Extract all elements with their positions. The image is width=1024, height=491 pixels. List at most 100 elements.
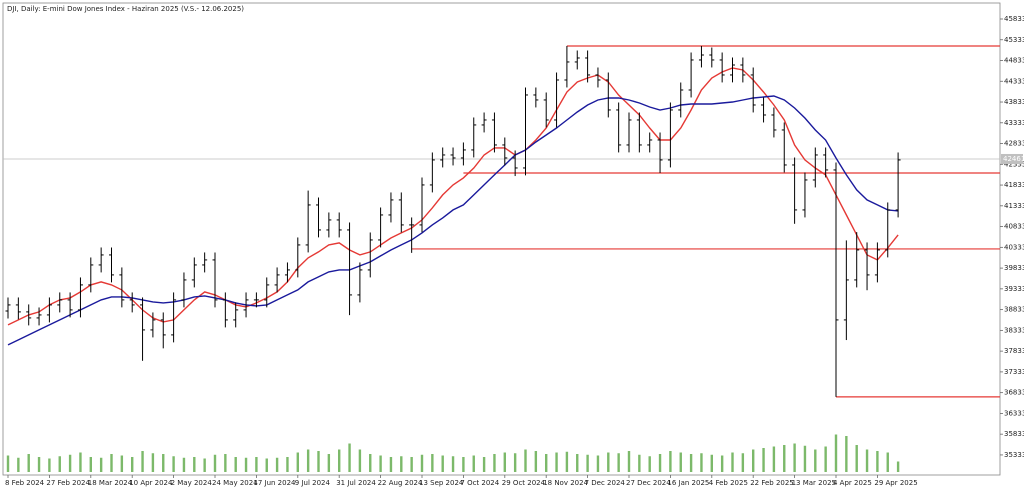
volume-bar <box>586 454 589 472</box>
volume-bar <box>710 454 713 472</box>
volume-bar <box>431 454 434 472</box>
y-tick-label: 43333 <box>1004 119 1024 127</box>
y-tick-label: 45833 <box>1004 15 1024 23</box>
x-tick-label: 31 Jul 2024 <box>336 479 376 487</box>
volume-bar <box>731 452 734 472</box>
x-tick-label: 22 Feb 2025 <box>750 479 794 487</box>
volume-bar <box>193 457 196 472</box>
volume-bar <box>172 456 175 472</box>
volume-bar <box>482 457 486 472</box>
volume-bar <box>814 449 817 472</box>
volume-bar <box>120 455 124 472</box>
volume-bar <box>524 449 527 472</box>
volume-bar <box>420 454 424 472</box>
x-tick-label: 4 Feb 2025 <box>709 479 748 487</box>
volume-bar <box>203 458 206 472</box>
x-tick-label: 10 Apr 2024 <box>129 479 173 487</box>
volume-bar <box>317 451 320 472</box>
volume-bar <box>803 445 807 472</box>
volume-bar <box>79 452 82 472</box>
volume-bar <box>265 458 268 472</box>
y-tick-label: 43833 <box>1004 98 1024 106</box>
volume-bar <box>679 452 682 472</box>
volume-bar <box>783 445 786 472</box>
volume-bar <box>793 443 796 472</box>
volume-bar <box>555 452 558 472</box>
x-tick-label: 16 Jan 2025 <box>667 479 709 487</box>
volume-bar <box>151 453 155 472</box>
moving-average-line <box>7 67 899 326</box>
x-tick-label: 24 May 2024 <box>212 479 258 487</box>
volume-bar <box>876 451 879 472</box>
x-tick-label: 9 Jul 2024 <box>295 479 331 487</box>
volume-bar <box>720 455 724 472</box>
volume-bar <box>865 449 869 472</box>
volume-bar <box>410 457 413 472</box>
volume-bar <box>545 454 548 472</box>
volume-bar <box>451 456 455 472</box>
last-price-tag <box>1001 153 1023 164</box>
volume-bar <box>534 451 538 472</box>
y-tick-label: 40833 <box>1004 223 1024 231</box>
volume-bar <box>658 454 662 472</box>
volume-bar <box>369 454 372 472</box>
x-tick-label: 22 Aug 2024 <box>378 479 423 487</box>
volume-bar <box>638 454 641 472</box>
y-tick-label: 41833 <box>1004 181 1024 189</box>
volume-bar <box>441 455 444 472</box>
volume-bar <box>286 457 289 472</box>
x-tick-label: 27 Feb 2024 <box>46 479 90 487</box>
volume-bar <box>224 454 227 472</box>
last-price-label: 42461 <box>1003 155 1024 163</box>
x-tick-label: 17 Jun 2024 <box>253 479 296 487</box>
x-tick-label: 27 Dec 2024 <box>626 479 671 487</box>
volume-bar <box>513 453 517 472</box>
x-tick-label: 13 Sep 2024 <box>419 479 464 487</box>
volume-bar <box>131 457 134 472</box>
volume-bar <box>855 445 858 472</box>
x-tick-label: 29 Apr 2025 <box>874 479 917 487</box>
volume-bar <box>68 454 72 472</box>
volume-bar <box>379 455 382 472</box>
x-tick-label: 2 May 2024 <box>171 479 213 487</box>
volume-bar <box>327 454 331 472</box>
volume-bar <box>472 455 475 472</box>
volume-bar <box>244 457 248 472</box>
volume-bar <box>48 458 51 472</box>
x-tick-label: 29 Oct 2024 <box>502 479 546 487</box>
volume-bar <box>576 454 579 472</box>
volume-bar <box>648 456 651 472</box>
x-tick-label: 13 Mar 2025 <box>792 479 836 487</box>
volume-bar <box>255 457 258 472</box>
volume-bar <box>845 436 848 472</box>
y-tick-label: 39833 <box>1004 264 1024 272</box>
volume-bar <box>27 454 30 472</box>
volume-bar <box>275 457 279 472</box>
x-tick-label: 18 Nov 2024 <box>543 479 588 487</box>
volume-bar <box>400 456 403 472</box>
volume-bar <box>306 449 310 472</box>
plot-frame <box>2 2 1001 476</box>
volume-bar <box>37 457 41 472</box>
volume-bar <box>772 446 776 472</box>
volume-bar <box>296 452 299 472</box>
volume-bar <box>99 457 103 472</box>
y-tick-label: 42333 <box>1004 160 1024 168</box>
volume-bar <box>58 456 61 472</box>
volume-bar <box>886 452 889 472</box>
volume-bar <box>234 457 237 472</box>
volume-bar <box>617 453 620 472</box>
volume-bar <box>141 451 144 472</box>
volume-bar <box>462 457 465 472</box>
volume-bar <box>110 454 113 472</box>
y-tick-label: 44833 <box>1004 57 1024 65</box>
volume-bar <box>689 454 693 472</box>
volume-bar <box>607 452 610 472</box>
